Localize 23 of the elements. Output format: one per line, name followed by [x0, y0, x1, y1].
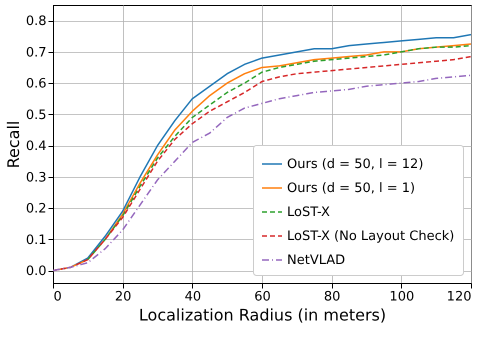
- y-tick-label: 0.5: [26, 108, 46, 123]
- y-tick-label: 0.0: [26, 264, 46, 280]
- x-tick-label: 120: [446, 290, 472, 304]
- legend-label: NetVLAD: [287, 253, 346, 268]
- legend-label: Ours (d = 50, l = 12): [287, 157, 424, 172]
- y-tick-label: 0.1: [26, 232, 46, 248]
- y-tick-label: 0.2: [26, 202, 46, 217]
- x-axis-title: Localization Radius (in meters): [138, 306, 386, 324]
- y-tick-label: 0.8: [26, 14, 46, 30]
- y-tick-label: 0.3: [26, 170, 46, 186]
- x-tick-label: 0: [54, 290, 62, 304]
- y-tick-label: 0.6: [26, 76, 46, 92]
- x-tick-label: 100: [389, 290, 414, 304]
- x-tick-label: 20: [114, 290, 132, 304]
- y-tick-label: 0.4: [26, 139, 46, 154]
- x-tick-label: 80: [324, 290, 340, 304]
- legend-label: Ours (d = 50, l = 1): [287, 181, 416, 196]
- legend-label: LoST-X: [287, 205, 330, 220]
- x-tick-label: 40: [184, 290, 202, 304]
- y-tick-label: 0.7: [26, 45, 46, 60]
- x-tick-label: 60: [254, 290, 271, 304]
- y-axis-title: Recall: [4, 120, 23, 168]
- legend-label: LoST-X (No Layout Check): [287, 229, 454, 244]
